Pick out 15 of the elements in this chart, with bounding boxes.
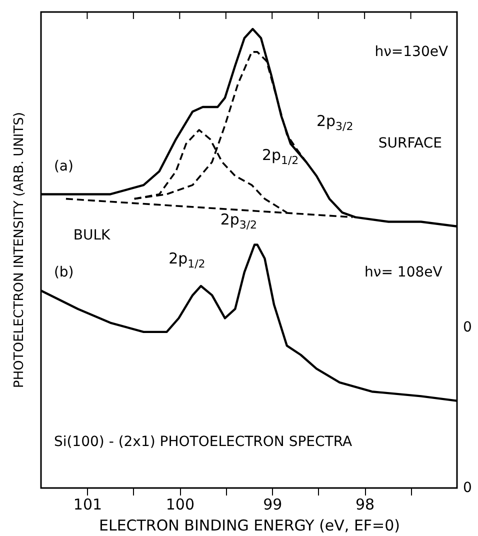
x-axis-title: ELECTRON BINDING ENERGY (eV, EF=0): [98, 516, 400, 534]
annotation: Si(100) - (2x1) PHOTOELECTRON SPECTRA: [54, 434, 352, 450]
annotation: BULK: [73, 228, 112, 244]
x-tick-label: 101: [73, 496, 102, 514]
x-tick-label: 98: [356, 496, 375, 514]
annotation: (b): [54, 264, 74, 280]
annotation: (a): [54, 158, 74, 175]
x-tick-label: 99: [263, 496, 282, 514]
x-tick-label: 100: [166, 496, 194, 514]
annotation: hν= 108eV: [364, 264, 443, 280]
text: 0: [463, 480, 472, 496]
annotation: hν=130eV: [374, 44, 448, 60]
y-axis-title: PHOTOELECTRON INTENSITY (ARB. UNITS): [12, 112, 27, 388]
text: 0: [463, 319, 472, 336]
annotation: SURFACE: [378, 136, 442, 152]
